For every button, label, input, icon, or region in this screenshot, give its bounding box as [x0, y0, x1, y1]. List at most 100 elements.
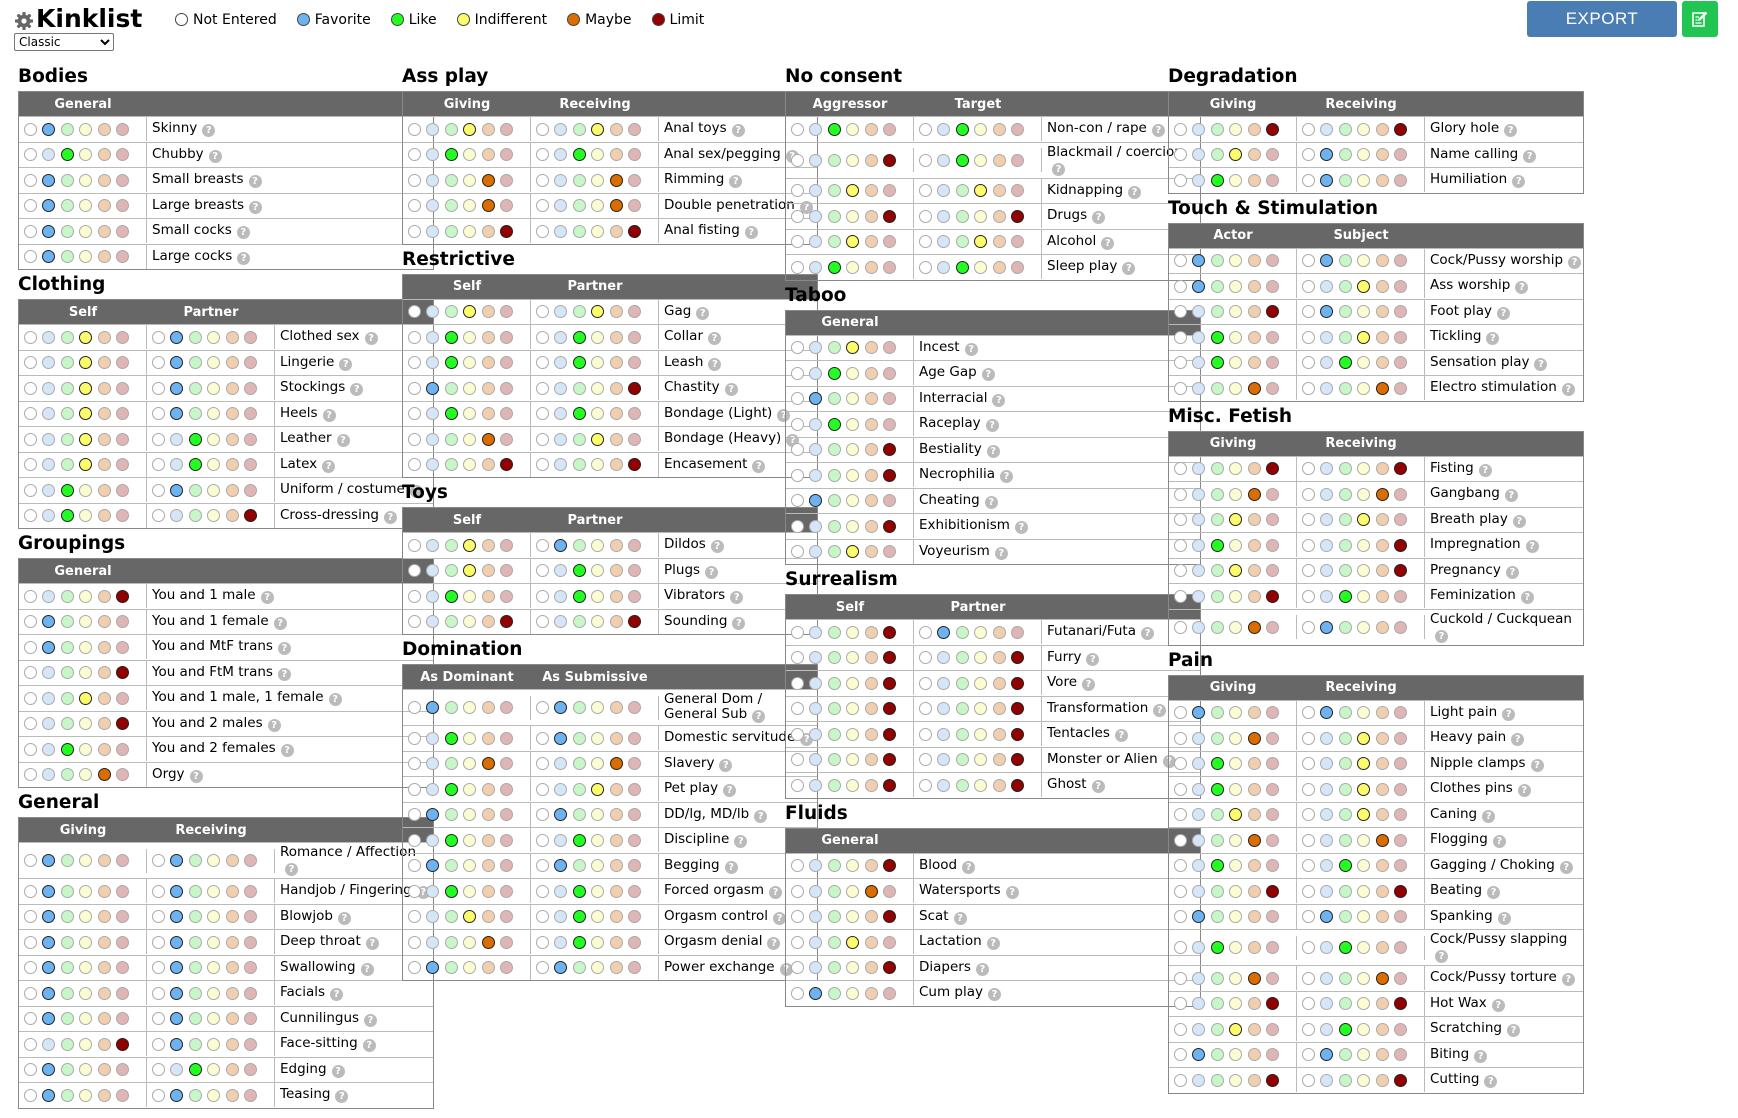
choice-limit[interactable]: [1393, 148, 1407, 162]
choice-limit[interactable]: [243, 483, 257, 497]
choice-maybe[interactable]: [1375, 279, 1389, 293]
choice-maybe[interactable]: [1375, 148, 1389, 162]
choice-maybe[interactable]: [481, 173, 495, 187]
choice-like[interactable]: [1338, 884, 1352, 898]
choice-favorite[interactable]: [554, 731, 568, 745]
choice-maybe[interactable]: [481, 381, 495, 395]
choice-favorite[interactable]: [426, 589, 440, 603]
choice-like[interactable]: [572, 224, 586, 238]
choice-like[interactable]: [188, 1063, 202, 1077]
choice-limit[interactable]: [627, 808, 641, 822]
choice-favorite[interactable]: [426, 615, 440, 629]
choice-favorite[interactable]: [554, 884, 568, 898]
choice-indifferent[interactable]: [846, 260, 860, 274]
choice-favorite[interactable]: [1192, 589, 1206, 603]
help-icon[interactable]: ?: [208, 149, 222, 163]
choice-like[interactable]: [1210, 538, 1224, 552]
choice-maybe[interactable]: [97, 666, 111, 680]
choice-limit[interactable]: [1393, 731, 1407, 745]
help-icon[interactable]: ?: [734, 835, 748, 849]
help-icon[interactable]: ?: [1101, 236, 1115, 250]
choice-favorite[interactable]: [1192, 254, 1206, 268]
choice-indifferent[interactable]: [974, 753, 988, 767]
choice-like[interactable]: [1338, 330, 1352, 344]
choice-limit[interactable]: [882, 417, 896, 431]
choice-maybe[interactable]: [864, 260, 878, 274]
choice-maybe[interactable]: [481, 833, 495, 847]
choice-limit[interactable]: [1393, 462, 1407, 476]
choice-not-entered[interactable]: [919, 702, 932, 716]
choice-like[interactable]: [572, 910, 586, 924]
choice-limit[interactable]: [1265, 1048, 1279, 1062]
choice-limit[interactable]: [499, 305, 513, 319]
choice-indifferent[interactable]: [1229, 254, 1243, 268]
choice-like[interactable]: [1210, 757, 1224, 771]
choice-not-entered[interactable]: [1302, 462, 1315, 476]
choice-favorite[interactable]: [554, 224, 568, 238]
help-icon[interactable]: ?: [1435, 629, 1448, 643]
choice-favorite[interactable]: [1320, 757, 1334, 771]
choice-favorite[interactable]: [809, 545, 823, 559]
choice-not-entered[interactable]: [536, 757, 549, 771]
choice-maybe[interactable]: [992, 260, 1006, 274]
choice-indifferent[interactable]: [591, 808, 605, 822]
choice-favorite[interactable]: [1192, 564, 1206, 578]
gear-icon[interactable]: [14, 11, 34, 31]
choice-limit[interactable]: [627, 305, 641, 319]
choice-like[interactable]: [1338, 859, 1352, 873]
choice-favorite[interactable]: [937, 778, 951, 792]
choice-favorite[interactable]: [426, 859, 440, 873]
choice-not-entered[interactable]: [536, 173, 549, 187]
choice-maybe[interactable]: [1247, 330, 1261, 344]
choice-limit[interactable]: [1393, 564, 1407, 578]
choice-limit[interactable]: [115, 854, 129, 867]
choice-maybe[interactable]: [864, 184, 878, 198]
choice-maybe[interactable]: [1375, 941, 1389, 954]
help-icon[interactable]: ?: [189, 769, 203, 783]
choice-favorite[interactable]: [1192, 1073, 1206, 1087]
help-icon[interactable]: ?: [975, 962, 989, 976]
choice-favorite[interactable]: [170, 509, 184, 523]
choice-not-entered[interactable]: [1174, 782, 1187, 796]
choice-not-entered[interactable]: [536, 615, 549, 629]
choice-maybe[interactable]: [225, 1012, 239, 1026]
choice-favorite[interactable]: [170, 330, 184, 344]
choice-not-entered[interactable]: [24, 1012, 37, 1026]
choice-indifferent[interactable]: [1229, 589, 1243, 603]
choice-not-entered[interactable]: [791, 676, 804, 690]
choice-like[interactable]: [1338, 808, 1352, 822]
choice-not-entered[interactable]: [919, 651, 932, 665]
help-icon[interactable]: ?: [1000, 470, 1013, 484]
choice-maybe[interactable]: [992, 625, 1006, 639]
choice-indifferent[interactable]: [974, 153, 988, 167]
choice-maybe[interactable]: [1375, 564, 1389, 578]
choice-limit[interactable]: [882, 778, 896, 792]
choice-favorite[interactable]: [170, 1088, 184, 1102]
choice-like[interactable]: [827, 753, 841, 767]
choice-maybe[interactable]: [97, 1037, 111, 1051]
choice-like[interactable]: [444, 330, 458, 344]
help-icon[interactable]: ?: [992, 393, 1006, 407]
choice-maybe[interactable]: [97, 640, 111, 654]
choice-not-entered[interactable]: [791, 519, 804, 533]
choice-favorite[interactable]: [42, 666, 56, 680]
choice-like[interactable]: [955, 122, 969, 136]
choice-limit[interactable]: [1265, 731, 1279, 745]
choice-limit[interactable]: [627, 701, 641, 714]
choice-like[interactable]: [827, 260, 841, 274]
choice-indifferent[interactable]: [1229, 833, 1243, 847]
choice-not-entered[interactable]: [152, 1063, 165, 1077]
choice-like[interactable]: [188, 961, 202, 975]
choice-like[interactable]: [60, 122, 74, 136]
choice-limit[interactable]: [882, 260, 896, 274]
choice-maybe[interactable]: [97, 742, 111, 756]
choice-indifferent[interactable]: [974, 778, 988, 792]
choice-not-entered[interactable]: [1302, 305, 1315, 319]
choice-favorite[interactable]: [809, 910, 823, 924]
choice-favorite[interactable]: [170, 381, 184, 395]
choice-maybe[interactable]: [609, 173, 623, 187]
choice-favorite[interactable]: [554, 701, 568, 714]
choice-maybe[interactable]: [1375, 487, 1389, 501]
choice-favorite[interactable]: [42, 122, 56, 136]
choice-favorite[interactable]: [1192, 305, 1206, 319]
